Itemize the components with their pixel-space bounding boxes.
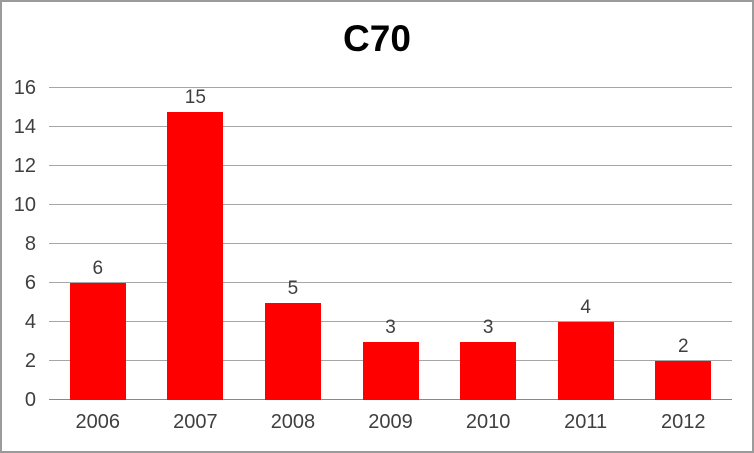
x-tick-label-2008: 2008 [270, 411, 316, 433]
gridline-10 [49, 204, 732, 205]
gridline-16 [49, 87, 732, 88]
y-tick-label-2: 2 [24, 350, 36, 372]
bar-slot-2008: 5 [244, 88, 342, 400]
gridline-12 [49, 165, 732, 166]
x-tick-label-2010: 2010 [465, 411, 511, 433]
y-tick-label-10: 10 [13, 194, 36, 216]
y-tick-label-0: 0 [24, 389, 36, 411]
data-label-2010: 3 [482, 316, 494, 338]
x-tick-label-2009: 2009 [368, 411, 413, 433]
chart-title: C70 [343, 18, 411, 59]
y-tick-label-6: 6 [24, 272, 36, 294]
bar-2010 [460, 341, 517, 400]
y-axis: 0 2 4 6 8 10 12 14 16 [2, 78, 42, 410]
x-tick-label-2006: 2006 [75, 411, 121, 433]
bar-2008 [264, 302, 321, 400]
bar-slot-2007: 15 [147, 88, 245, 400]
bar-2011 [557, 322, 614, 400]
x-tick-label-2012: 2012 [661, 411, 706, 433]
bar-2012 [655, 361, 712, 400]
bar-slot-2006: 6 [49, 88, 147, 400]
bar-slot-2012: 2 [634, 88, 732, 400]
y-tick-label-16: 16 [13, 77, 36, 99]
data-label-2008: 5 [287, 277, 299, 299]
y-tick-label-4: 4 [24, 311, 36, 333]
bar-2009 [362, 341, 419, 400]
data-label-2006: 6 [92, 258, 104, 279]
x-axis: 2006 2007 2008 2009 2010 2011 2012 [49, 412, 732, 432]
x-tick-label-2007: 2007 [173, 411, 218, 433]
y-tick-label-8: 8 [24, 233, 36, 255]
data-label-2011: 4 [580, 297, 591, 318]
plot-area: 6 15 5 3 3 4 2 [49, 87, 732, 400]
bar-slot-2009: 3 [342, 88, 440, 400]
gridline-8 [49, 243, 732, 244]
bar-2006 [69, 283, 126, 400]
data-label-2009: 3 [385, 316, 396, 338]
data-label-2012: 2 [677, 336, 689, 357]
data-label-2007: 15 [184, 87, 206, 108]
bar-slot-2011: 4 [537, 88, 635, 400]
y-tick-label-14: 14 [13, 116, 36, 138]
gridline-4 [49, 321, 732, 322]
bars-row: 6 15 5 3 3 4 2 [49, 88, 732, 400]
bar-2007 [167, 112, 224, 400]
gridline-14 [49, 126, 732, 127]
x-tick-label-2011: 2011 [564, 411, 608, 433]
y-tick-label-12: 12 [13, 155, 36, 177]
gridline-6 [49, 282, 732, 283]
bar-slot-2010: 3 [439, 88, 537, 400]
